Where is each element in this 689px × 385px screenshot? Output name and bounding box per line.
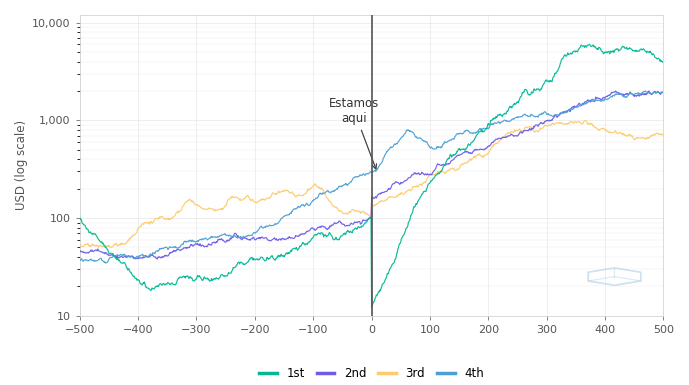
Text: Estamos
aqui: Estamos aqui xyxy=(329,97,379,169)
Y-axis label: USD (log scale): USD (log scale) xyxy=(15,120,28,211)
Legend: 1st, 2nd, 3rd, 4th: 1st, 2nd, 3rd, 4th xyxy=(255,363,489,385)
